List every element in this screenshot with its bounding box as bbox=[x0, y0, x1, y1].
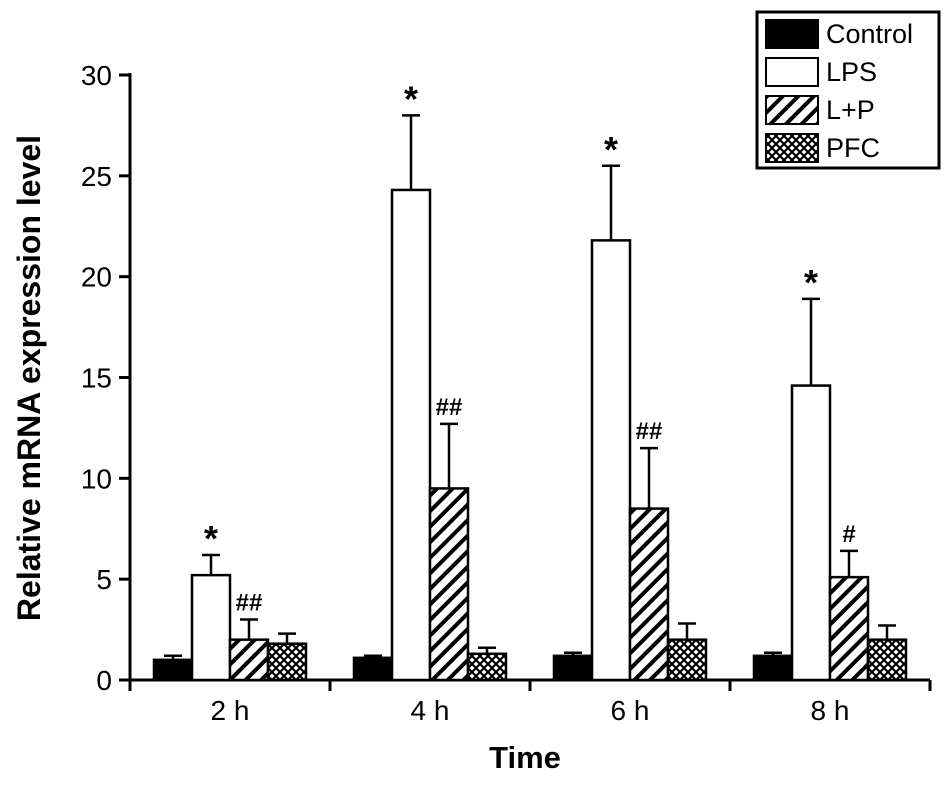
bar-lp-6h bbox=[628, 507, 670, 682]
y-tick-label: 15 bbox=[81, 363, 112, 394]
bar-pfc-2h bbox=[266, 642, 308, 682]
y-tick-label: 20 bbox=[81, 262, 112, 293]
legend: Control LPS L+P PFC bbox=[755, 10, 941, 170]
x-category-label: 6 h bbox=[611, 695, 650, 726]
bar-lps-8h bbox=[790, 384, 832, 682]
x-category-label: 4 h bbox=[411, 695, 450, 726]
legend-swatch-lp bbox=[765, 95, 819, 125]
significance-marker: * bbox=[204, 518, 218, 559]
legend-label-control: Control bbox=[826, 19, 913, 49]
significance-marker: # bbox=[842, 521, 855, 548]
bar-control-4h bbox=[352, 656, 394, 682]
bar-pfc-4h bbox=[466, 652, 508, 682]
bar-lp-8h bbox=[828, 575, 870, 682]
legend-swatch-lps bbox=[765, 57, 819, 87]
bar-pfc-8h bbox=[866, 638, 908, 682]
x-category-label: 8 h bbox=[811, 695, 850, 726]
legend-swatch-pfc bbox=[765, 133, 819, 163]
legend-label-pfc: PFC bbox=[826, 133, 880, 163]
bar-control-6h bbox=[552, 654, 594, 682]
bars: ****####### bbox=[152, 78, 908, 682]
significance-marker: * bbox=[404, 78, 418, 119]
x-category-label: 2 h bbox=[211, 695, 250, 726]
legend-swatch-control bbox=[765, 19, 819, 49]
y-tick-label: 30 bbox=[81, 60, 112, 91]
legend-label-lps: LPS bbox=[826, 57, 877, 87]
bar-lps-6h bbox=[590, 239, 632, 682]
x-axis-label: Time bbox=[489, 740, 561, 775]
bar-control-2h bbox=[152, 658, 194, 682]
y-tick-label: 10 bbox=[81, 463, 112, 494]
bar-lp-2h bbox=[228, 638, 270, 682]
bar-lps-2h bbox=[190, 573, 232, 682]
y-tick-label: 25 bbox=[81, 161, 112, 192]
bar-lps-4h bbox=[390, 188, 432, 682]
significance-marker: ## bbox=[236, 590, 263, 617]
significance-marker: ## bbox=[436, 394, 463, 421]
legend-label-lp: L+P bbox=[826, 95, 875, 125]
significance-marker: ## bbox=[636, 418, 663, 445]
bar-control-8h bbox=[752, 654, 794, 682]
y-axis-label: Relative mRNA expression level bbox=[11, 135, 47, 621]
y-tick-label: 5 bbox=[96, 564, 112, 595]
bar-pfc-6h bbox=[666, 638, 708, 682]
significance-marker: * bbox=[604, 129, 618, 170]
significance-marker: * bbox=[804, 262, 818, 303]
bar-lp-4h bbox=[428, 487, 470, 682]
y-tick-label: 0 bbox=[96, 665, 112, 696]
